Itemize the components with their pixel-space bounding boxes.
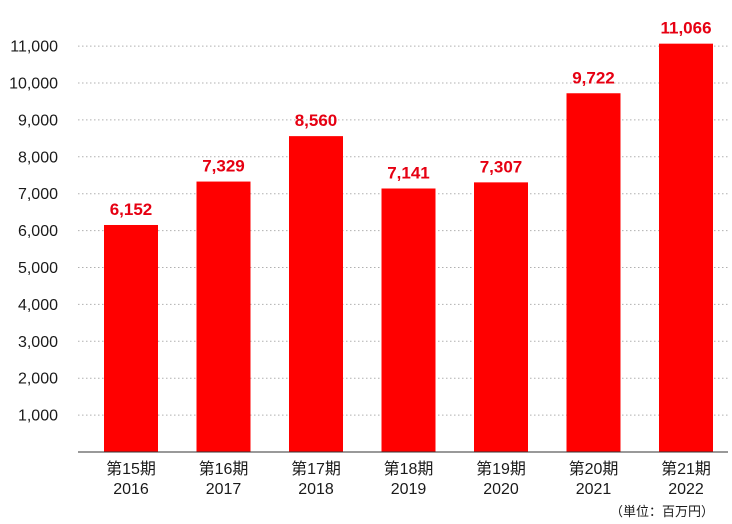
x-category-year-label: 2022 [668,481,704,498]
y-tick-label: 11,000 [10,39,58,56]
bars [104,43,713,453]
bar [289,136,343,453]
x-category-period-label: 第16期 [199,460,249,478]
x-category-year-label: 2016 [113,481,149,498]
x-category-period-label: 第21期 [661,460,711,478]
x-axis-category-labels: 第15期 2016 第16期 2017 第17期 2018 第18期 2019 第19期 2020… [106,460,711,498]
y-tick-label: 5,000 [18,260,58,277]
bar [659,43,713,452]
data-label: 7,307 [480,157,523,176]
x-category-year-label: 2019 [391,481,427,498]
y-tick-label: 7,000 [18,186,58,203]
data-labels: 6,152 7,329 8,560 7,141 7,307 9,722 11,066 [110,19,712,219]
x-category-year-label: 2017 [206,481,242,498]
x-category-year-label: 2021 [576,481,612,498]
x-category-period-label: 第17期 [291,460,341,478]
y-axis-tick-labels: 1,000 2,000 3,000 4,000 5,000 6,000 7,000 8,000… [9,39,58,425]
data-label: 11,066 [660,19,711,38]
data-label: 9,722 [572,68,615,87]
y-tick-label: 6,000 [18,223,58,240]
bar [381,188,436,452]
data-label: 6,152 [110,200,153,219]
x-category-period-label: 第18期 [384,460,434,478]
y-tick-label: 3,000 [18,334,58,351]
data-label: 8,560 [295,111,338,130]
x-category-period-label: 第19期 [476,460,526,478]
x-category-period-label: 第20期 [569,460,619,478]
y-tick-label: 1,000 [18,408,58,425]
bar [566,93,621,452]
x-category-period-label: 第15期 [106,460,156,478]
y-tick-label: 9,000 [18,112,58,129]
unit-note: （単位：百万円） [610,504,714,519]
data-label: 7,329 [202,157,245,176]
y-tick-label: 10,000 [9,76,58,93]
bar [196,181,251,452]
y-tick-label: 2,000 [18,371,58,388]
bar [104,224,158,452]
data-label: 7,141 [387,163,430,182]
bar [474,182,528,452]
y-tick-label: 4,000 [18,297,58,314]
x-category-year-label: 2018 [298,481,334,498]
x-category-year-label: 2020 [483,481,519,498]
y-tick-label: 8,000 [18,149,58,166]
